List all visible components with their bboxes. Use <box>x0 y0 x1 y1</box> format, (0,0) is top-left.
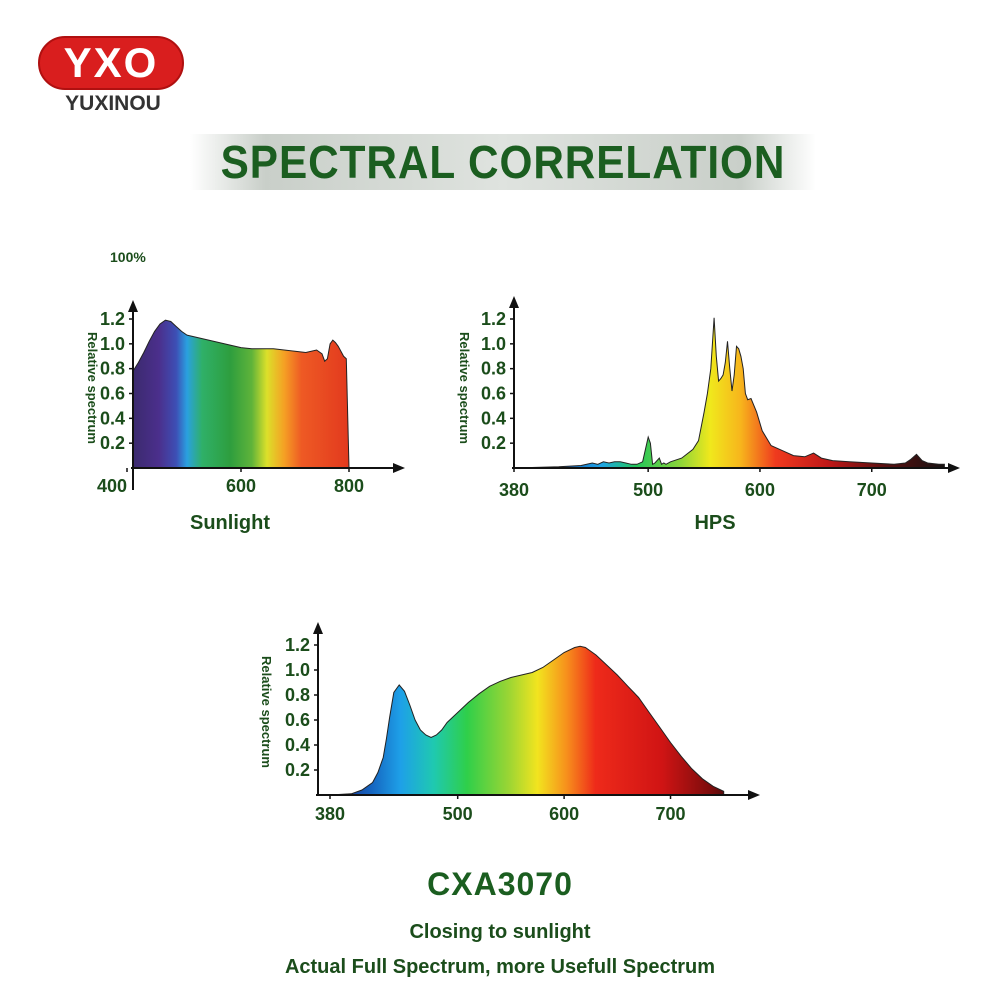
model-name: CXA3070 <box>427 866 573 902</box>
page-title: SPECTRAL CORRELATION <box>220 136 786 188</box>
sunlight-x-tick-label: 600 <box>226 476 256 496</box>
cxa-y-tick-label: 0.6 <box>285 710 310 730</box>
hps-y-tick-label: 1.0 <box>481 334 506 354</box>
tagline-1: Closing to sunlight <box>409 921 591 943</box>
sunlight-y-tick-label: 0.2 <box>100 433 125 453</box>
sunlight-spectrum-area <box>132 319 350 469</box>
sunlight-chart: 0.2 0.4 0.6 0.8 1.0 1.2 400 600 800 Relative spec… <box>85 300 405 496</box>
cxa-x-tick-label: 500 <box>443 804 473 824</box>
title-banner <box>190 134 816 190</box>
hps-x-arrow <box>948 463 960 473</box>
sunlight-y-tick-label: 1.2 <box>100 309 125 329</box>
cxa-y-tick-label: 0.2 <box>285 760 310 780</box>
brand-logo: YXO YUXINOU <box>38 36 188 126</box>
hps-x-tick-label: 380 <box>499 480 529 500</box>
sunlight-x-tick-label: 800 <box>334 476 364 496</box>
hps-y-arrow <box>509 296 519 308</box>
sunlight-top-label: 100% <box>110 249 146 265</box>
brand-name: YUXINOU <box>65 92 161 115</box>
cxa-x-tick-label: 380 <box>315 804 345 824</box>
cxa-y-axis-label: Relative spectrum <box>259 656 274 768</box>
sunlight-caption: Sunlight <box>190 512 270 534</box>
cxa-y-arrow <box>313 622 323 634</box>
hps-y-tick-label: 0.2 <box>481 433 506 453</box>
cxa-x-arrow <box>748 790 760 800</box>
sunlight-y-tick-label: 0.6 <box>100 384 125 404</box>
hps-y-axis-label: Relative spectrum <box>457 332 472 444</box>
hps-x-tick-label: 700 <box>857 480 887 500</box>
cxa-x-tick-label: 700 <box>655 804 685 824</box>
hps-y-tick-label: 1.2 <box>481 309 506 329</box>
hps-y-tick-label: 0.8 <box>481 359 506 379</box>
hps-chart: 0.2 0.4 0.6 0.8 1.0 1.2 380 500 600 700 Relative s… <box>457 296 960 500</box>
logo-badge: YXO <box>38 36 184 90</box>
sunlight-y-axis-label: Relative spectrum <box>85 332 100 444</box>
hps-y-tick-label: 0.6 <box>481 384 506 404</box>
sunlight-x-tick-label: 400 <box>97 476 127 496</box>
sunlight-x-arrow <box>393 463 405 473</box>
sunlight-y-tick-label: 0.4 <box>100 408 125 428</box>
cxa-chart: 0.2 0.4 0.6 0.8 1.0 1.2 380 500 600 700 Relative s… <box>259 622 760 824</box>
tagline-2: Actual Full Spectrum, more Usefull Spect… <box>284 956 716 978</box>
sunlight-y-tick-label: 0.8 <box>100 359 125 379</box>
cxa-spectrum-area <box>329 645 725 796</box>
cxa-y-tick-label: 1.2 <box>285 635 310 655</box>
logo-text: YXO <box>63 39 159 86</box>
sunlight-y-tick-label: 1.0 <box>100 334 125 354</box>
hps-x-tick-label: 500 <box>633 480 663 500</box>
hps-x-tick-label: 600 <box>745 480 775 500</box>
hps-y-tick-label: 0.4 <box>481 408 506 428</box>
hps-spectrum-area <box>513 317 945 469</box>
cxa-x-tick-label: 600 <box>549 804 579 824</box>
cxa-y-tick-label: 1.0 <box>285 660 310 680</box>
cxa-y-tick-label: 0.8 <box>285 685 310 705</box>
sunlight-y-arrow <box>128 300 138 312</box>
hps-caption: HPS <box>694 512 736 534</box>
cxa-y-tick-label: 0.4 <box>285 735 310 755</box>
